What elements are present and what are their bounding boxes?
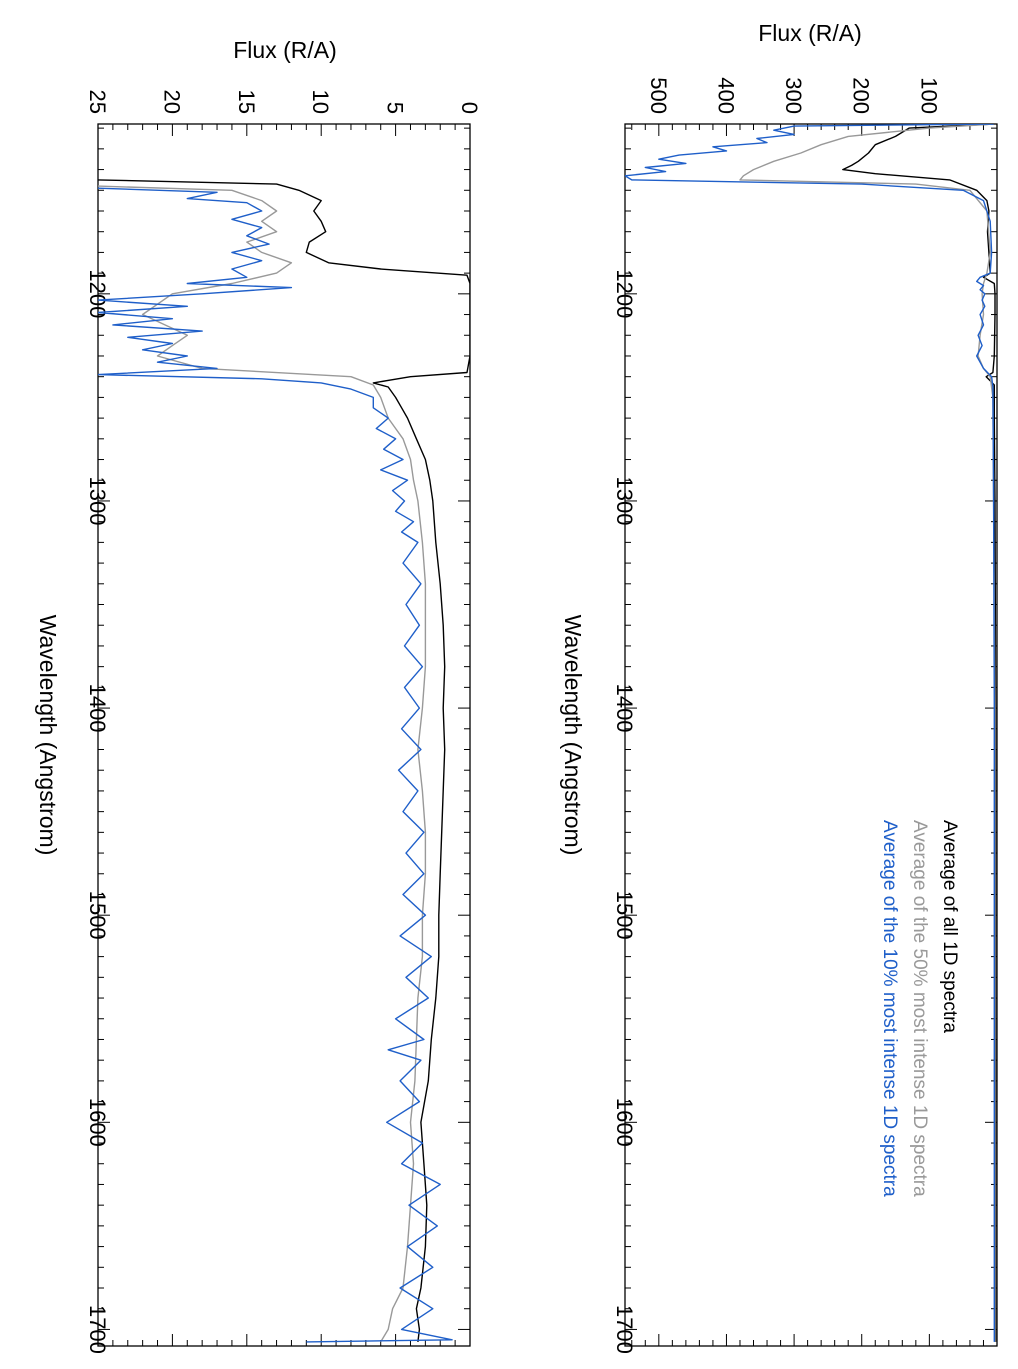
x-tick-label: 1600 — [85, 1098, 110, 1147]
legend-entry: Average of the 50% most intense 1D spect… — [909, 820, 930, 1197]
x-tick-label: 1700 — [612, 1305, 637, 1354]
series-line-2 — [739, 124, 996, 1342]
y-tick-label: 200 — [849, 77, 874, 114]
x-tick-label: 1500 — [612, 891, 637, 940]
y-tick-label: 0 — [457, 102, 482, 114]
x-axis-title: Wavelength (Angstrom) — [560, 615, 586, 856]
y-tick-label: 10 — [308, 90, 333, 114]
x-tick-label: 1400 — [612, 684, 637, 733]
plot-frame — [97, 123, 471, 1347]
series-line-1 — [98, 179, 470, 1342]
y-tick-label: 100 — [916, 77, 941, 114]
series-line-3 — [625, 124, 995, 1342]
y-tick-label: 15 — [234, 90, 259, 114]
series-line-3 — [98, 187, 453, 1343]
y-tick-label: 20 — [159, 90, 184, 114]
x-axis-title: Wavelength (Angstrom) — [35, 615, 61, 856]
y-axis-title: Flux (R/A) — [758, 20, 862, 46]
y-tick-label: 5 — [383, 102, 408, 114]
plot-frame — [624, 123, 998, 1347]
legend-entry: Average of all 1D spectra — [939, 820, 960, 1033]
y-tick-label: 25 — [85, 90, 110, 114]
y-tick-label: 400 — [713, 77, 738, 114]
series-line-2 — [98, 185, 427, 1343]
x-tick-label: 1700 — [85, 1305, 110, 1354]
x-tick-label: 1400 — [85, 684, 110, 733]
x-tick-label: 1500 — [85, 891, 110, 940]
legend-entry: Average of the 10% most intense 1D spect… — [879, 820, 900, 1197]
x-tick-label: 1300 — [85, 476, 110, 525]
chart-panel-bottom: 1200 1300 1400 1500 1600 1700 0 5 10 15 20 25 Flux (… — [35, 37, 482, 1354]
y-tick-label: 500 — [646, 77, 671, 114]
x-tick-label: 1200 — [85, 269, 110, 318]
x-tick-label: 1600 — [612, 1098, 637, 1147]
y-tick-label: 300 — [781, 77, 806, 114]
chart-panel-top: 1200 1300 1400 1500 1600 1700 100 200 300 400 500 F… — [560, 20, 998, 1354]
x-tick-label: 1200 — [612, 269, 637, 318]
y-axis-title: Flux (R/A) — [233, 37, 337, 63]
x-tick-label: 1300 — [612, 476, 637, 525]
